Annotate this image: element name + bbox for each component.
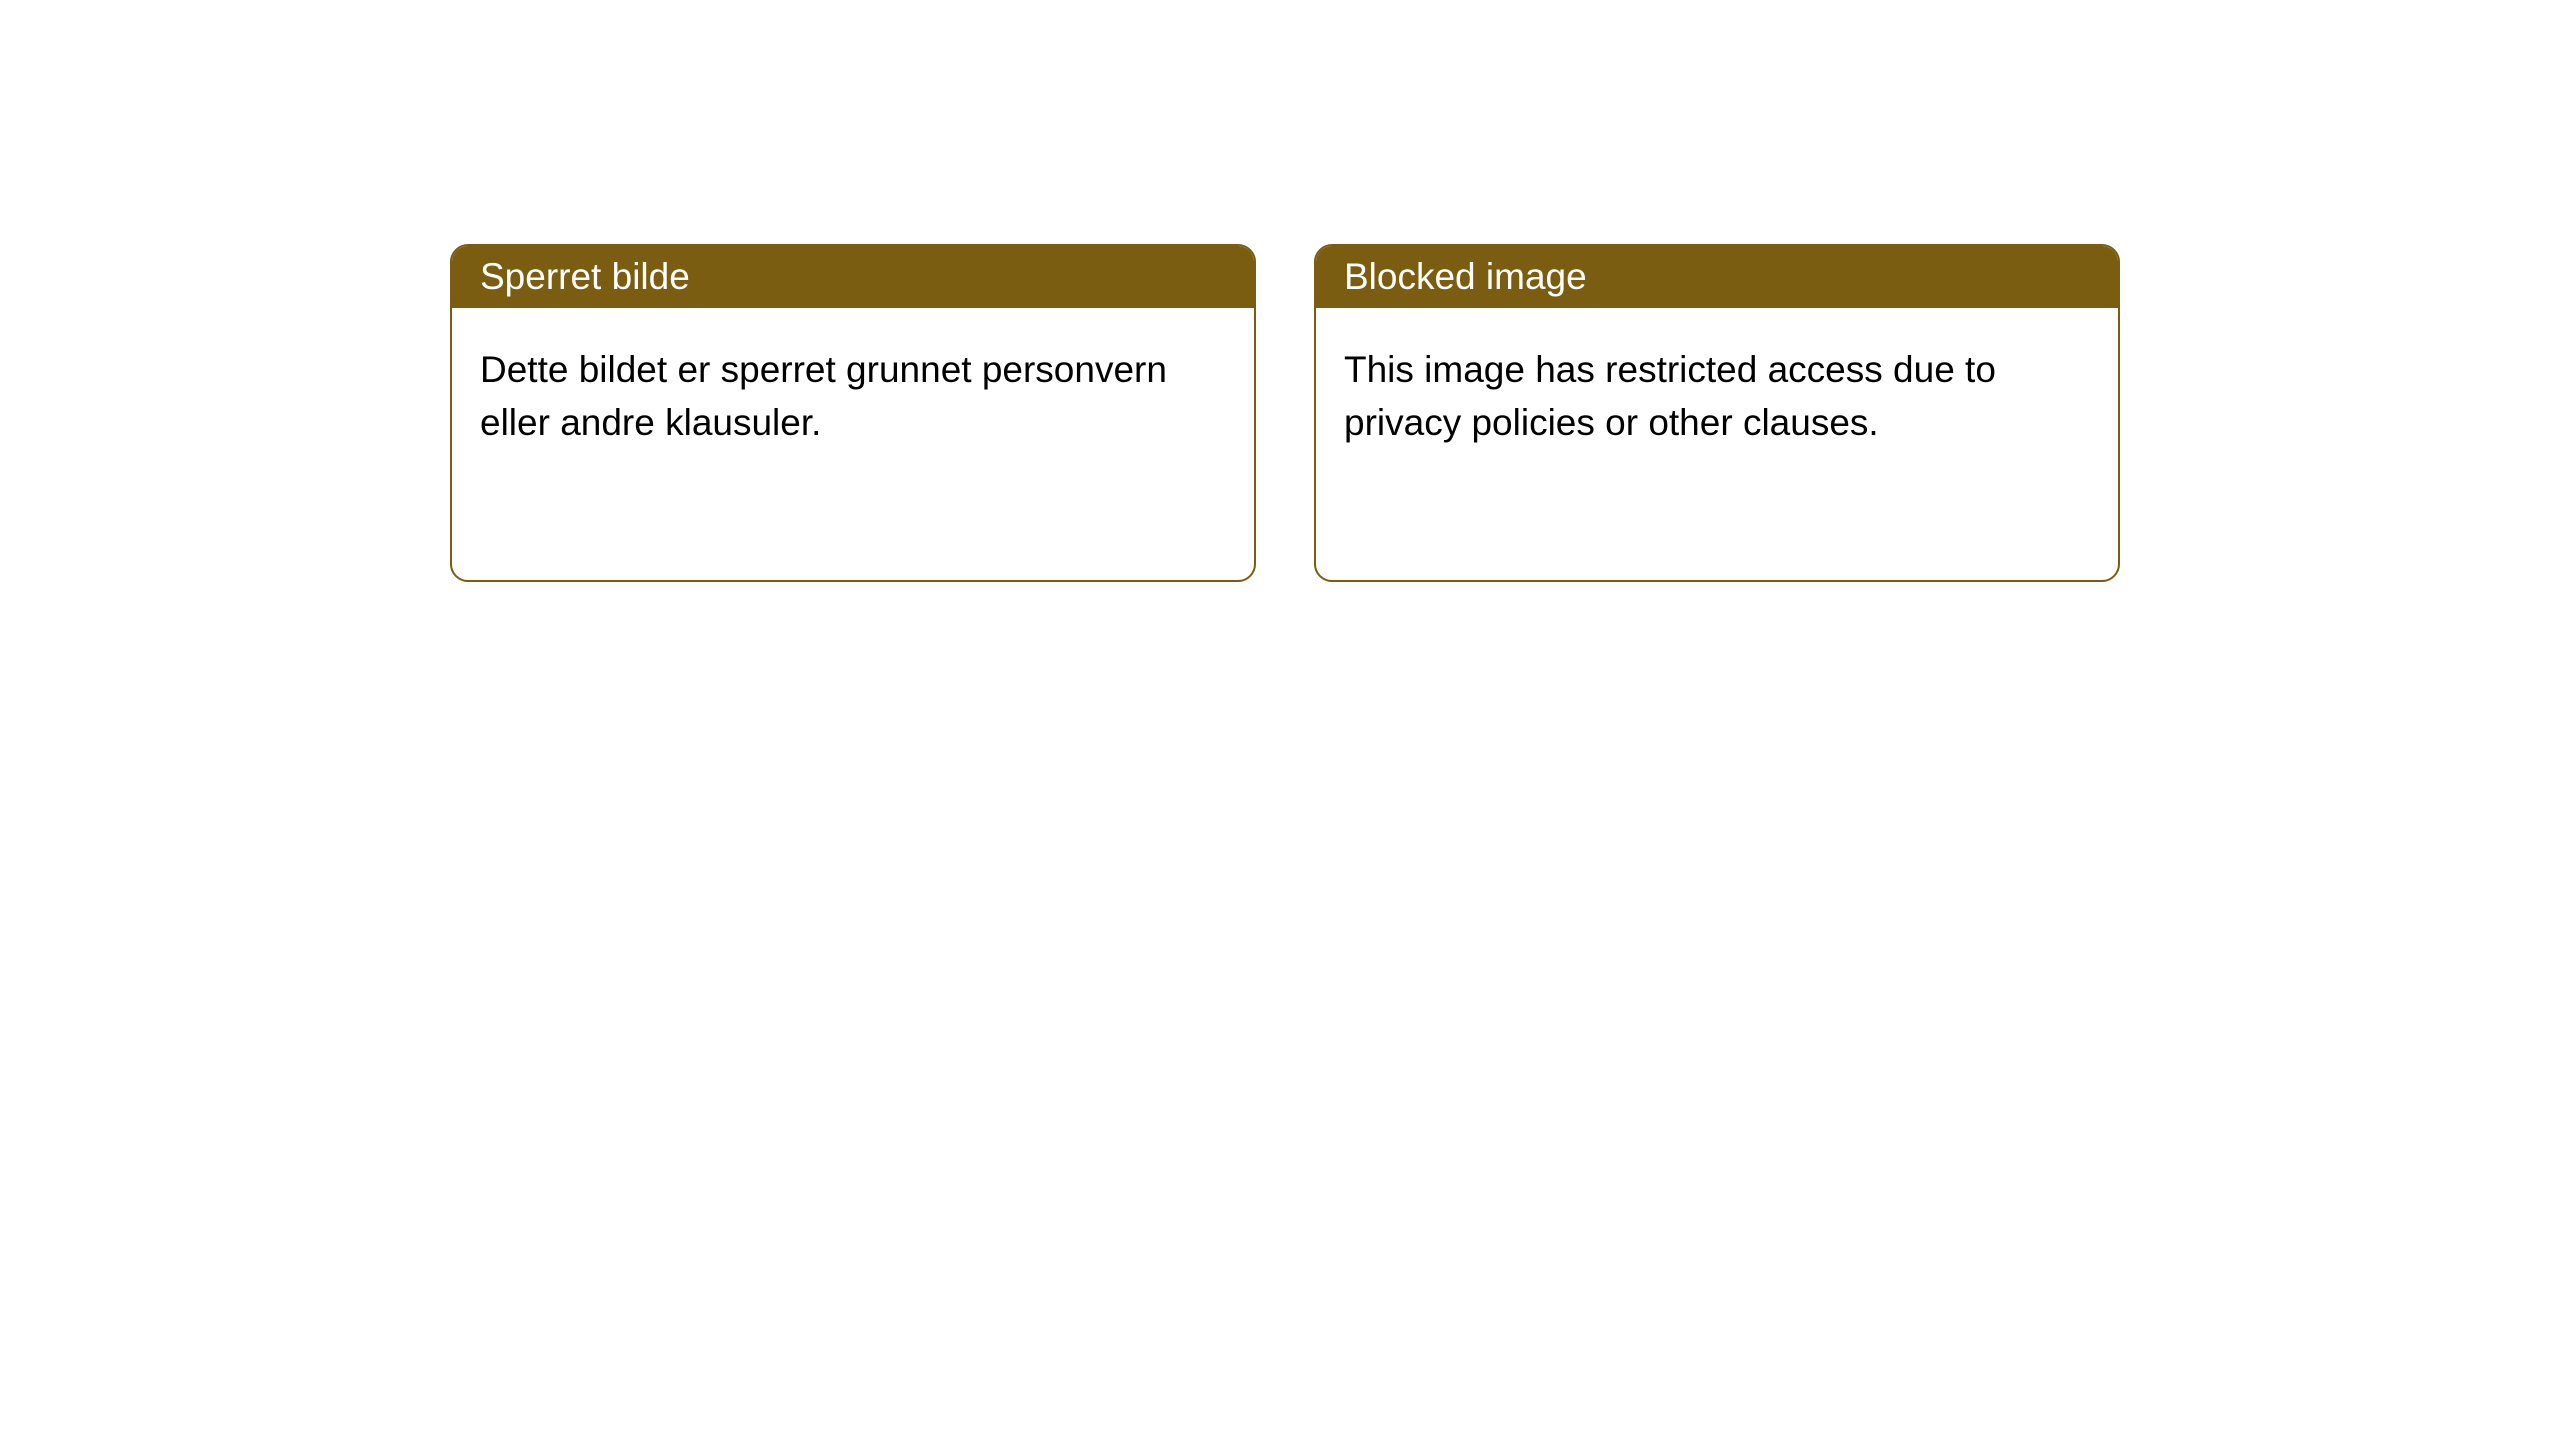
card-title-en: Blocked image — [1344, 256, 1587, 297]
card-title-no: Sperret bilde — [480, 256, 690, 297]
cards-container: Sperret bilde Dette bildet er sperret gr… — [0, 0, 2560, 582]
card-body-no: Dette bildet er sperret grunnet personve… — [452, 308, 1254, 485]
blocked-image-card-en: Blocked image This image has restricted … — [1314, 244, 2120, 582]
blocked-image-card-no: Sperret bilde Dette bildet er sperret gr… — [450, 244, 1256, 582]
card-header-en: Blocked image — [1316, 246, 2118, 308]
card-body-en: This image has restricted access due to … — [1316, 308, 2118, 485]
card-header-no: Sperret bilde — [452, 246, 1254, 308]
card-body-text-no: Dette bildet er sperret grunnet personve… — [480, 349, 1167, 443]
card-body-text-en: This image has restricted access due to … — [1344, 349, 1996, 443]
